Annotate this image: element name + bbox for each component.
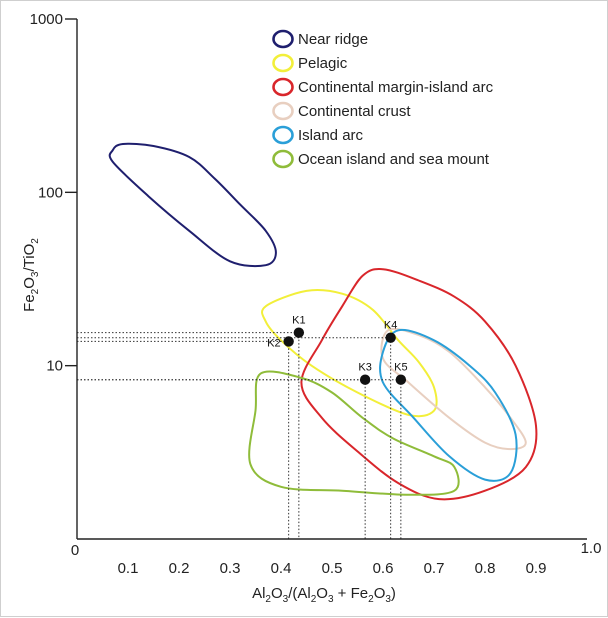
y-tick-100: 100 — [38, 184, 63, 201]
legend-swatch-continental-margin-island-arc — [272, 77, 294, 97]
field-ocean-island-and-sea-mount — [248, 370, 460, 496]
sample-point-k2 — [283, 336, 294, 347]
legend-item-pelagic: Pelagic — [272, 53, 348, 73]
y-tick-1000: 1000 — [30, 11, 63, 28]
legend-item-ocean-island-and-sea-mount: Ocean island and sea mount — [272, 149, 490, 169]
sample-point-k5 — [395, 374, 407, 385]
x-tick-0.6: 0.6 — [373, 560, 394, 577]
legend-label-pelagic: Pelagic — [298, 55, 348, 72]
sample-label-k3: K3 — [358, 362, 371, 374]
x-tick-0.1: 0.1 — [118, 560, 139, 577]
axes — [76, 19, 587, 540]
legend-label-continental-crust: Continental crust — [298, 103, 411, 120]
legend-label-continental-margin-island-arc: Continental margin-island arc — [298, 79, 494, 96]
legend-label-ocean-island-and-sea-mount: Ocean island and sea mount — [298, 151, 490, 168]
sample-point-k3 — [359, 374, 371, 385]
x-tick-labels: 0 0.1 0.2 0.3 0.4 0.5 0.6 0.7 0.8 0.9 1.0 — [71, 540, 602, 577]
x-tick-0: 0 — [71, 542, 79, 559]
sample-label-k2: K2 — [267, 337, 280, 349]
legend-item-continental-margin-island-arc: Continental margin-island arc — [272, 77, 494, 97]
sample-point-k4 — [385, 332, 396, 343]
legend: Near ridge Pelagic Continental margin-isla… — [272, 29, 494, 169]
legend-label-near-ridge: Near ridge — [298, 31, 368, 48]
sample-label-k4: K4 — [384, 320, 397, 332]
field-pelagic — [261, 289, 438, 418]
y-tick-10: 10 — [46, 358, 63, 375]
sample-label-k1: K1 — [292, 315, 305, 327]
sample-label-k5: K5 — [394, 362, 407, 374]
legend-swatch-island-arc — [272, 125, 294, 145]
legend-item-near-ridge: Near ridge — [272, 29, 368, 49]
field-near-ridge — [108, 142, 277, 268]
x-tick-0.7: 0.7 — [424, 560, 445, 577]
legend-item-continental-crust: Continental crust — [272, 101, 411, 121]
legend-swatch-near-ridge — [272, 29, 294, 49]
x-tick-0.3: 0.3 — [220, 560, 241, 577]
legend-swatch-pelagic — [272, 53, 294, 73]
x-axis-title: Al2O3/(Al2O3 + Fe2O3) — [252, 585, 396, 605]
x-tick-0.8: 0.8 — [475, 560, 496, 577]
x-tick-0.5: 0.5 — [322, 560, 343, 577]
x-tick-0.9: 0.9 — [526, 560, 547, 577]
legend-swatch-ocean-island-and-sea-mount — [272, 149, 294, 169]
legend-swatch-continental-crust — [272, 101, 294, 121]
y-tick-labels: 10 100 1000 — [30, 11, 77, 375]
x-tick-0.2: 0.2 — [169, 560, 190, 577]
legend-item-island-arc: Island arc — [272, 125, 364, 145]
sample-guide-lines — [77, 332, 402, 539]
y-axis-title: Fe2O3/TiO2 — [21, 238, 41, 312]
field-continental-margin-island-arc — [300, 268, 538, 501]
x-tick-1.0: 1.0 — [581, 540, 602, 557]
legend-label-island-arc: Island arc — [298, 127, 364, 144]
x-tick-0.4: 0.4 — [271, 560, 292, 577]
sample-point-k1 — [293, 327, 305, 338]
sample-points: K1 K2 K3 K4 K5 — [267, 315, 408, 385]
tectonic-fields — [108, 142, 538, 501]
